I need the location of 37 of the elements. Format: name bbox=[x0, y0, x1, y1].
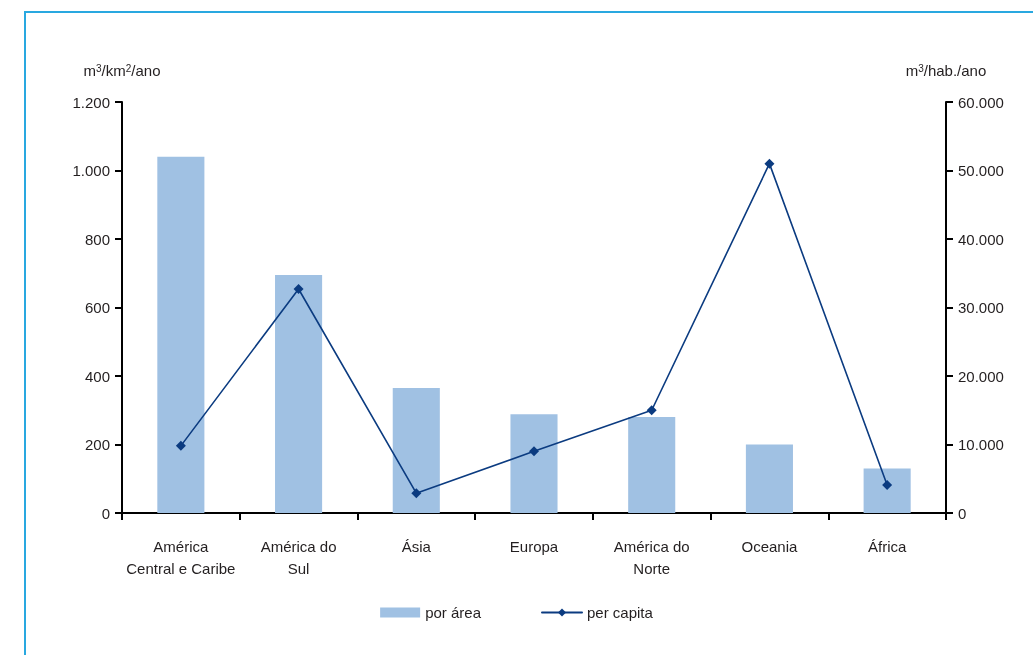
bar bbox=[157, 156, 205, 513]
y2-tick-label: 40.000 bbox=[958, 230, 1004, 248]
bar bbox=[392, 387, 440, 513]
y-tick-label: 200 bbox=[84, 436, 110, 453]
bar bbox=[745, 444, 793, 513]
y2-tick-label: 20.000 bbox=[958, 367, 1004, 385]
point bbox=[293, 284, 304, 295]
x-tick-label: América do Sul bbox=[260, 537, 337, 577]
y2-tick-label: 10.000 bbox=[958, 436, 1004, 453]
y-tick-label: 0 bbox=[101, 504, 110, 522]
y2-tick-label: 60.000 bbox=[958, 93, 1004, 111]
y-tick-label: 600 bbox=[84, 299, 110, 316]
y-tick-label: 400 bbox=[84, 367, 110, 385]
legend-label: por área bbox=[425, 604, 482, 621]
y2-tick-label: 50.000 bbox=[958, 162, 1004, 179]
bar bbox=[275, 274, 323, 513]
point bbox=[646, 405, 657, 416]
point bbox=[764, 158, 775, 169]
bar bbox=[510, 414, 558, 513]
x-tick-label: Oceania bbox=[741, 537, 799, 555]
bar bbox=[628, 417, 676, 513]
point bbox=[882, 479, 893, 490]
y-tick-label: 1.000 bbox=[72, 162, 110, 179]
x-tick-label: África bbox=[867, 537, 907, 555]
y2-tick-label: 0 bbox=[958, 504, 967, 522]
y-tick-label: 1.200 bbox=[72, 93, 110, 111]
y-tick-label: 800 bbox=[84, 230, 110, 248]
x-tick-label: América Central e Caribe bbox=[126, 537, 236, 577]
x-tick-label: Europa bbox=[509, 537, 559, 555]
point bbox=[411, 488, 422, 499]
y2-tick-label: 30.000 bbox=[958, 299, 1004, 316]
legend-label: per capita bbox=[587, 604, 654, 621]
x-tick-label: América do Norte bbox=[613, 537, 690, 577]
x-tick-label: Ásia bbox=[401, 537, 432, 555]
point bbox=[175, 440, 186, 451]
bar bbox=[863, 468, 911, 513]
point bbox=[529, 446, 539, 457]
